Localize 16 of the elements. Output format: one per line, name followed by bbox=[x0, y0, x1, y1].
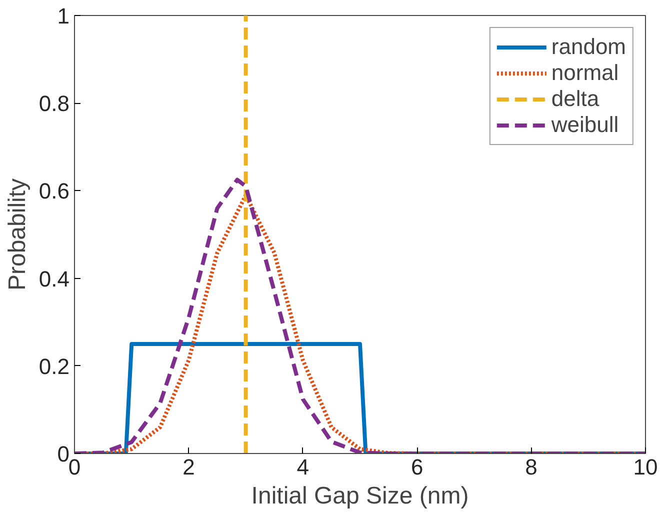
x-tick-label: 6 bbox=[410, 454, 424, 480]
y-tick-label: 0.8 bbox=[38, 91, 70, 116]
x-tick-label: 8 bbox=[525, 454, 538, 480]
y-tick-label: 0.4 bbox=[38, 266, 70, 292]
legend-label: weibull bbox=[551, 112, 619, 138]
legend-label: normal bbox=[551, 60, 619, 86]
x-tick-label: 2 bbox=[182, 454, 195, 480]
y-axis-title: Probability bbox=[4, 178, 31, 291]
y-tick-label: 0.6 bbox=[38, 178, 70, 204]
x-tick-label: 10 bbox=[633, 454, 658, 480]
x-axis-title: Initial Gap Size (nm) bbox=[251, 482, 469, 510]
x-tick-label: 4 bbox=[296, 454, 310, 480]
y-tick-label: 1 bbox=[57, 4, 70, 28]
legend-label: random bbox=[551, 34, 626, 60]
legend-label: delta bbox=[551, 86, 600, 112]
y-tick-label: 0.2 bbox=[38, 354, 70, 379]
